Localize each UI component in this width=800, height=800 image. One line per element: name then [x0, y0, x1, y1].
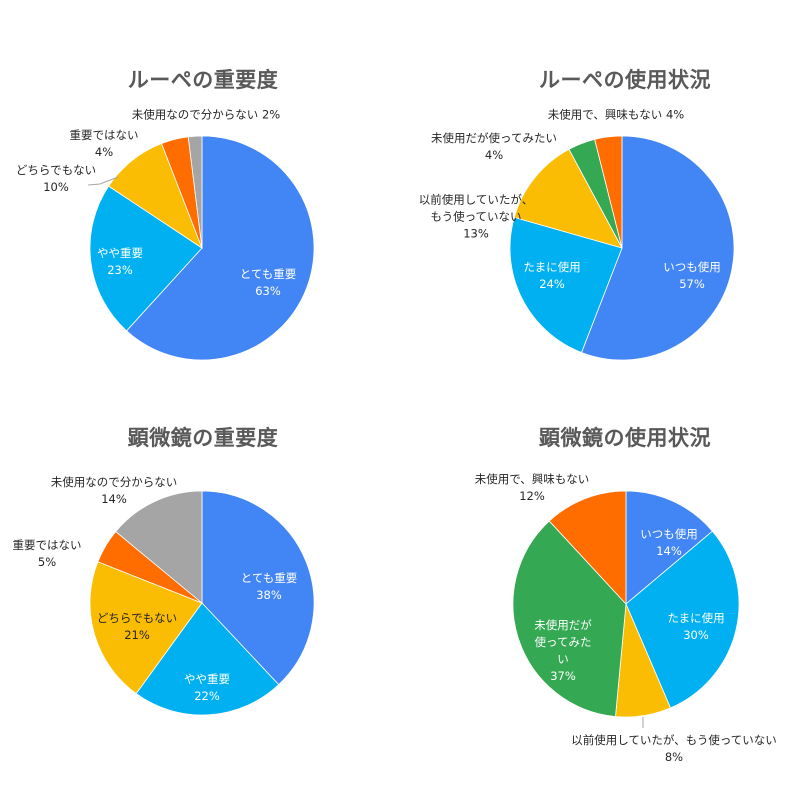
data-label-text: 以前使用していたが、もう使っていない — [571, 733, 777, 747]
data-label-text: いつも使用 — [640, 527, 698, 541]
data-label: 以前使用していたが、 もう使っていない 13% — [419, 192, 533, 243]
data-label-percent: 23% — [107, 263, 133, 277]
data-label: やや重要 23% — [97, 245, 143, 279]
data-label-text: 重要ではない — [69, 128, 139, 142]
data-label-text: 使ってみた — [534, 635, 592, 649]
data-label: やや重要 22% — [184, 671, 230, 705]
data-label: たまに使用 30% — [667, 610, 724, 644]
data-label: 未使用で、興味もない 4% — [548, 107, 684, 124]
pie-slice — [187, 135, 203, 249]
data-label-text: いつも使用 — [663, 260, 721, 274]
data-label: 未使用で、興味もない 12% — [475, 471, 590, 505]
data-label-text: 未使用なので分からない 2% — [131, 107, 281, 122]
pie-slice — [125, 135, 315, 361]
data-label-percent: 4% — [94, 145, 114, 159]
data-label: 未使用なので分からない 2% — [132, 107, 280, 124]
data-label-text: たまに使用 — [667, 611, 725, 625]
data-label-percent: 13% — [463, 226, 489, 241]
data-label-percent: 22% — [194, 689, 220, 703]
data-label-text: とても重要 — [240, 571, 298, 585]
data-label-percent: 38% — [256, 588, 282, 602]
data-label: いつも使用 14% — [640, 526, 698, 560]
data-label-percent: 5% — [37, 555, 57, 569]
chart-title: ルーペの使用状況 — [539, 68, 711, 92]
data-label: いつも使用 57% — [663, 259, 721, 293]
data-label-text: 未使用で、興味もない 4% — [547, 107, 685, 122]
data-label-text: 重要ではない — [12, 538, 82, 552]
data-label: たまに使用 24% — [523, 259, 580, 293]
pie-slice — [581, 135, 735, 361]
data-label-text: 未使用だが使ってみたい — [431, 131, 557, 145]
data-label-text: い — [557, 652, 569, 666]
data-label-percent: 63% — [255, 284, 281, 298]
data-label: 未使用だが使ってみたい 37% — [534, 617, 592, 685]
data-label-text: やや重要 — [184, 672, 230, 686]
pie-loupe-usage — [509, 135, 735, 361]
data-label-text: 未使用なので分からない — [50, 475, 178, 489]
pie-slice — [201, 490, 315, 686]
pie-microscope-importance — [89, 490, 315, 716]
pie-slice — [625, 490, 714, 605]
data-label: どちらでもない 10% — [16, 162, 96, 196]
data-label-text: どちらでもない — [15, 163, 97, 177]
data-label-percent: 14% — [101, 492, 127, 506]
data-label-percent: 57% — [679, 277, 705, 291]
data-label: 以前使用していたが、もう使っていない 8% — [571, 732, 777, 766]
data-label-percent: 10% — [43, 180, 69, 194]
data-label-text: とても重要 — [239, 267, 297, 281]
data-label-text: どちらでもない — [96, 611, 178, 625]
data-label-percent: 21% — [124, 628, 150, 642]
data-label-percent: 8% — [664, 750, 684, 764]
chart-title: ルーペの重要度 — [127, 68, 279, 92]
data-label-text: 以前使用していたが、 — [418, 192, 534, 207]
data-label-percent: 14% — [656, 544, 682, 558]
pie-slice — [548, 490, 627, 606]
data-label: とても重要 63% — [240, 266, 297, 300]
pie-slice — [509, 216, 623, 353]
data-label-text: もう使っていない — [430, 209, 522, 224]
pie-slice — [625, 530, 740, 709]
data-label-percent: 30% — [683, 628, 709, 642]
pie-slice — [513, 148, 623, 249]
data-label-percent: 4% — [484, 148, 504, 162]
pie-slice — [135, 602, 280, 716]
data-label: とても重要 38% — [241, 570, 298, 604]
pie-slice — [89, 185, 203, 332]
data-label: どちらでもない 21% — [97, 610, 177, 644]
pie-slice — [89, 561, 203, 695]
data-label-percent: 37% — [550, 669, 576, 683]
pie-loupe-importance — [87, 135, 315, 361]
chart-title: 顕微鏡の使用状況 — [539, 426, 711, 450]
pie-slice — [594, 135, 623, 249]
data-label-text: やや重要 — [97, 246, 143, 260]
data-label: 未使用だが使ってみたい 4% — [431, 130, 557, 164]
data-label: 重要ではない 5% — [13, 537, 82, 571]
data-label-text: 未使用だが — [534, 618, 592, 632]
data-label-percent: 12% — [519, 489, 545, 503]
leader-line — [87, 176, 119, 186]
chart-title: 顕微鏡の重要度 — [127, 426, 279, 450]
pie-slice — [512, 520, 627, 717]
data-label-percent: 24% — [539, 277, 565, 291]
data-label-text: たまに使用 — [523, 260, 581, 274]
pie-slice — [115, 490, 203, 604]
data-label: 重要ではない 4% — [70, 127, 139, 161]
data-label: 未使用なので分からない 14% — [51, 474, 178, 508]
pie-microscope-usage — [512, 490, 740, 728]
data-label-text: 未使用で、興味もない — [474, 472, 590, 486]
